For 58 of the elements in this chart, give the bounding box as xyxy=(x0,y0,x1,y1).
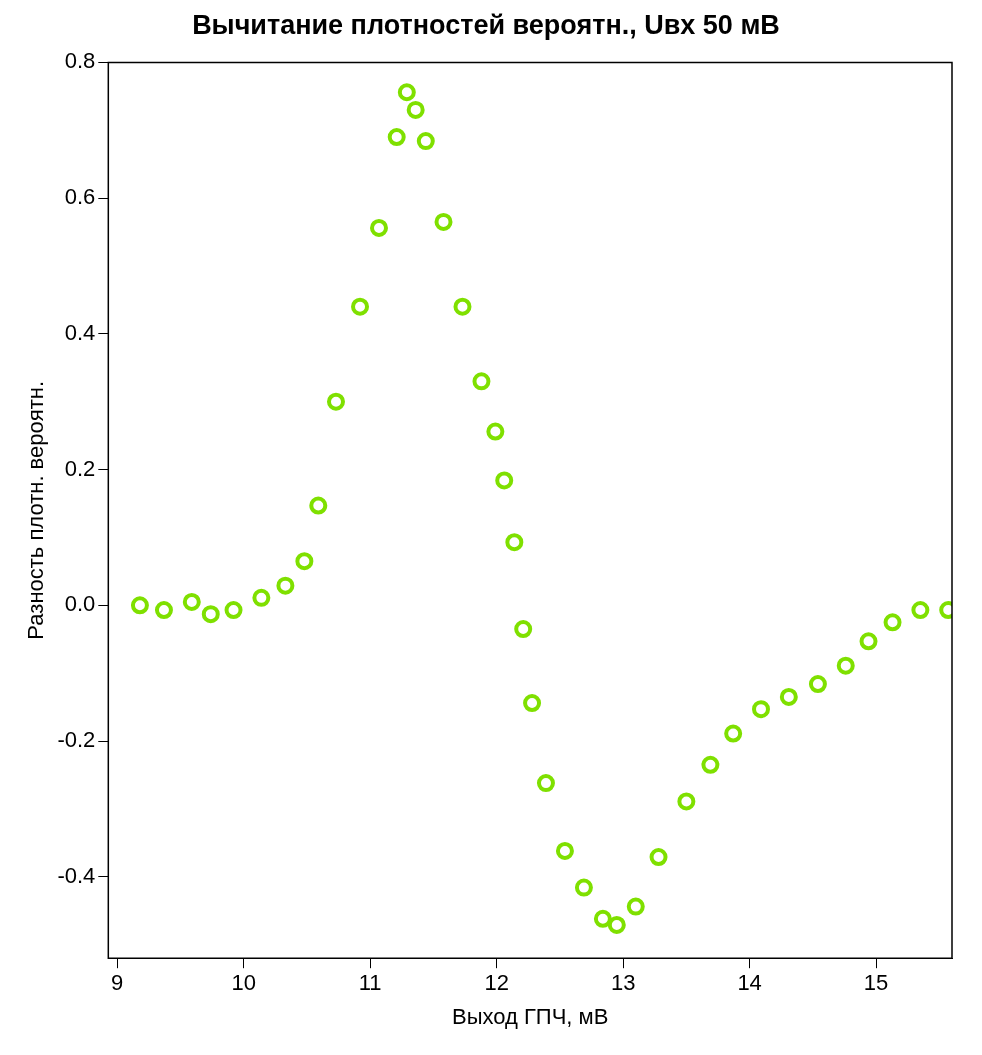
point xyxy=(724,724,743,743)
point xyxy=(309,496,328,515)
point xyxy=(416,132,435,151)
point xyxy=(387,128,406,147)
point xyxy=(505,533,524,552)
point xyxy=(523,694,542,713)
point xyxy=(593,909,612,928)
x-tick-label: 13 xyxy=(610,970,636,996)
y-tick-label: 0.2 xyxy=(64,455,96,481)
point xyxy=(607,915,626,934)
point xyxy=(574,878,593,897)
point xyxy=(514,620,533,639)
y-tick-label: -0.2 xyxy=(57,727,96,753)
point xyxy=(295,552,314,571)
point xyxy=(883,613,902,632)
point xyxy=(453,297,472,316)
point xyxy=(626,897,645,916)
point xyxy=(224,601,243,620)
x-axis-title: Выход ГПЧ, мВ xyxy=(451,1003,609,1029)
y-tick-label: 0.0 xyxy=(64,591,96,617)
point xyxy=(859,632,878,651)
point xyxy=(276,576,295,595)
point xyxy=(555,841,574,860)
point xyxy=(326,392,345,411)
point xyxy=(182,592,201,611)
y-tick-label: 0.4 xyxy=(64,319,96,345)
x-tick-label: 14 xyxy=(737,970,762,996)
point xyxy=(911,601,930,620)
point xyxy=(779,687,798,706)
point xyxy=(201,605,220,624)
point xyxy=(677,792,696,811)
point xyxy=(486,422,505,441)
point xyxy=(649,848,668,867)
y-tick-label: 0.8 xyxy=(64,48,96,74)
point xyxy=(252,588,271,607)
point xyxy=(836,656,855,675)
point xyxy=(130,596,149,615)
point xyxy=(370,218,388,237)
point xyxy=(397,83,416,102)
y-tick-label: -0.4 xyxy=(57,862,96,888)
point xyxy=(472,372,491,391)
x-tick-label: 10 xyxy=(231,970,256,996)
y-tick-label: 0.6 xyxy=(64,184,96,210)
point xyxy=(351,297,370,316)
y-axis-title: Разность плотн. вероятн. xyxy=(23,380,49,640)
x-tick-label: 9 xyxy=(111,970,124,996)
point xyxy=(495,471,514,490)
point xyxy=(406,100,425,119)
x-tick-label: 15 xyxy=(863,970,889,996)
x-tick-label: 12 xyxy=(484,970,509,996)
point xyxy=(434,212,453,231)
x-tick-label: 11 xyxy=(358,970,382,996)
point xyxy=(154,601,173,620)
point xyxy=(536,774,555,793)
chart-title: Вычитание плотностей вероятн., Uвх 50 мВ xyxy=(192,9,780,40)
point xyxy=(752,700,770,719)
point xyxy=(808,675,827,694)
point xyxy=(701,755,720,774)
